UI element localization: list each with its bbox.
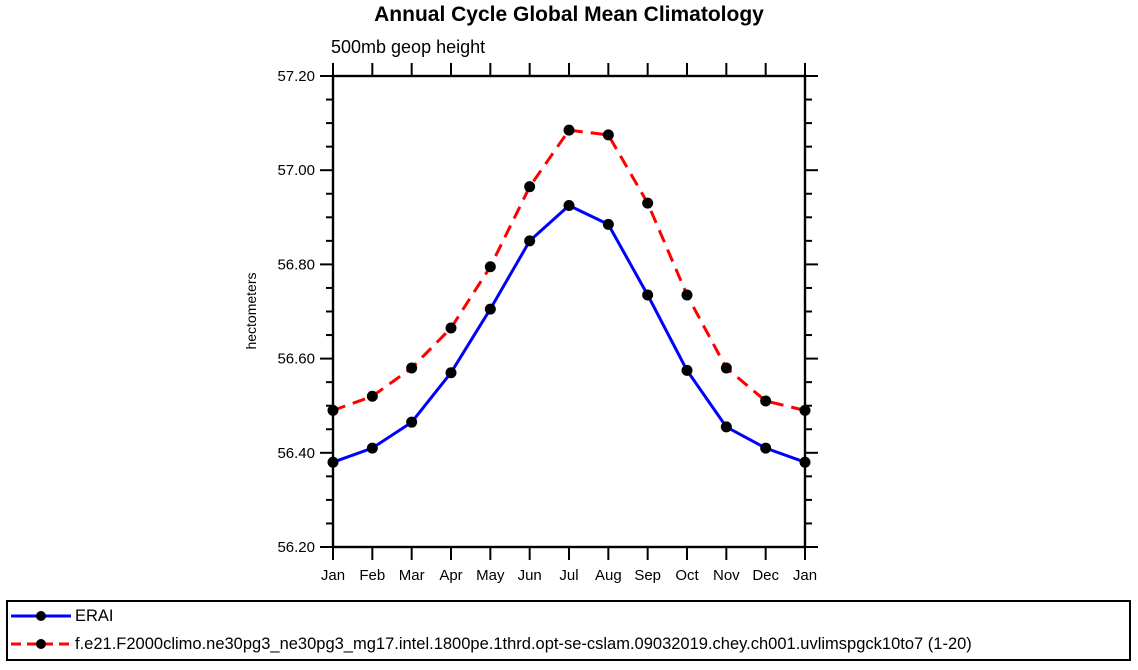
series-0-marker — [327, 456, 339, 468]
series-0-marker — [681, 364, 693, 376]
series-0-marker — [720, 421, 732, 433]
x-tick-label: Oct — [675, 567, 699, 584]
x-tick-label: Jan — [793, 567, 817, 584]
plot-area: 56.20 56.40 56.60 56.80 57.00 57.20 Jan Feb Mar A… — [277, 63, 818, 584]
series-1-marker — [406, 362, 418, 374]
series-1-marker — [602, 129, 614, 141]
x-tick-label: Dec — [752, 567, 779, 584]
series-0-marker — [563, 200, 575, 212]
x-tick-label: Sep — [634, 567, 661, 584]
chart-title: Annual Cycle Global Mean Climatology — [374, 3, 764, 26]
series-0-marker — [760, 442, 772, 454]
series-1-marker — [720, 362, 732, 374]
series-0-marker — [445, 367, 457, 379]
series-1-marker — [642, 197, 654, 209]
legend-label-erai: ERAI — [75, 606, 114, 625]
y-tick-label: 56.20 — [277, 539, 315, 556]
series-1-marker — [366, 390, 378, 402]
legend-sample-solid-line-icon — [11, 611, 71, 621]
y-tick-label: 57.20 — [277, 68, 315, 85]
plot-frame — [331, 74, 807, 549]
legend-entry-erai: ERAI — [8, 602, 1129, 630]
x-tick-label: Feb — [359, 567, 385, 584]
legend-entry-model: f.e21.F2000climo.ne30pg3_ne30pg3_mg17.in… — [8, 630, 1129, 658]
y-tick-label: 56.40 — [277, 445, 315, 462]
x-tick-label: Jul — [559, 567, 578, 584]
series-1-marker — [484, 261, 496, 273]
series-1-marker — [760, 395, 772, 407]
series-0-marker — [642, 289, 654, 301]
x-tick-label: Mar — [399, 567, 425, 584]
series-0-marker — [366, 442, 378, 454]
series-0-marker — [524, 235, 536, 247]
chart-left-subtitle: 500mb geop height — [331, 37, 486, 57]
series-1-marker — [524, 181, 536, 193]
series-0-marker — [799, 456, 811, 468]
x-tick-label: Apr — [439, 567, 462, 584]
x-tick-label: May — [476, 567, 505, 584]
legend-box: ERAI f.e21.F2000climo.ne30pg3_ne30pg3_mg… — [6, 600, 1131, 661]
legend-sample-dashed-line-icon — [11, 639, 71, 649]
y-tick-label: 56.60 — [277, 351, 315, 368]
y-tick-label: 57.00 — [277, 162, 315, 179]
x-tick-label: Nov — [713, 567, 740, 584]
x-tick-label: Jun — [518, 567, 542, 584]
x-tick-label: Aug — [595, 567, 622, 584]
series-0-marker — [602, 218, 614, 230]
x-tick-label: Jan — [321, 567, 345, 584]
series-1-marker — [681, 289, 693, 301]
series-1-marker — [799, 404, 811, 416]
series-1-marker — [327, 404, 339, 416]
series-1-marker — [445, 322, 457, 334]
series-line-0 — [332, 204, 806, 464]
series-0-marker — [484, 303, 496, 315]
legend-label-model: f.e21.F2000climo.ne30pg3_ne30pg3_mg17.in… — [75, 634, 972, 653]
series-0-marker — [406, 416, 418, 428]
series-1-marker — [563, 124, 575, 136]
series-line-1 — [332, 128, 806, 412]
y-tick-label: 56.80 — [277, 256, 315, 273]
